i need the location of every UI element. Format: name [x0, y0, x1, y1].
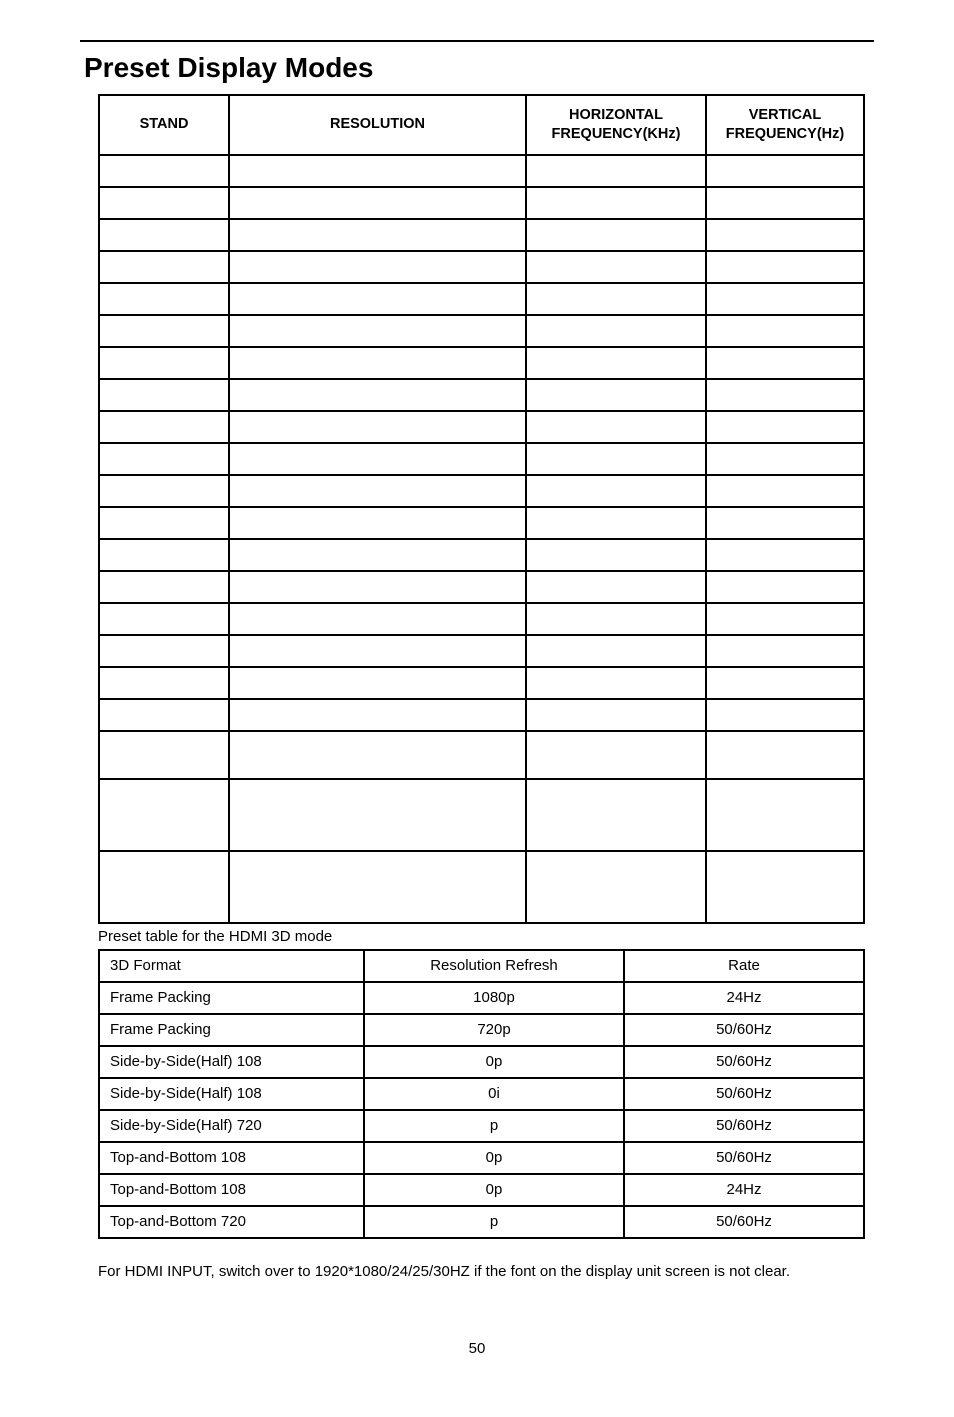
cell: 0p	[364, 1174, 624, 1206]
cell: Top-and-Bottom 720	[99, 1206, 364, 1238]
cell: 0p	[364, 1142, 624, 1174]
cell: 50/60Hz	[624, 1110, 864, 1142]
table-row	[99, 507, 864, 539]
table-row: Side-by-Side(Half) 108 0i 50/60Hz	[99, 1078, 864, 1110]
table-row	[99, 379, 864, 411]
cell: Top-and-Bottom 108	[99, 1174, 364, 1206]
cell: 50/60Hz	[624, 1046, 864, 1078]
th-stand: STAND	[99, 95, 229, 155]
cell: Side-by-Side(Half) 108	[99, 1046, 364, 1078]
table-row	[99, 851, 864, 923]
hdmi-note: For HDMI INPUT, switch over to 1920*1080…	[98, 1263, 874, 1280]
page-title: Preset Display Modes	[84, 52, 874, 84]
cell: Side-by-Side(Half) 108	[99, 1078, 364, 1110]
cell: 0i	[364, 1078, 624, 1110]
page-number: 50	[80, 1340, 874, 1357]
table-row	[99, 347, 864, 379]
table-row	[99, 283, 864, 315]
hdmi-3d-table: 3D Format Resolution Refresh Rate Frame …	[98, 949, 865, 1239]
cell: 0p	[364, 1046, 624, 1078]
table-row	[99, 731, 864, 779]
table-row	[99, 779, 864, 851]
cell: 50/60Hz	[624, 1014, 864, 1046]
cell: 720p	[364, 1014, 624, 1046]
cell: 50/60Hz	[624, 1206, 864, 1238]
table-row	[99, 315, 864, 347]
cell: Frame Packing	[99, 1014, 364, 1046]
table-row	[99, 443, 864, 475]
cell: 1080p	[364, 982, 624, 1014]
table-row	[99, 635, 864, 667]
table-row	[99, 667, 864, 699]
cell: Top-and-Bottom 108	[99, 1142, 364, 1174]
cell: Rate	[624, 950, 864, 982]
table-row: Frame Packing 1080p 24Hz	[99, 982, 864, 1014]
top-rule	[80, 40, 874, 42]
preset-modes-table: STAND RESOLUTION HORIZONTAL FREQUENCY(KH…	[98, 94, 865, 924]
table-row: Top-and-Bottom 108 0p 24Hz	[99, 1174, 864, 1206]
table-row	[99, 187, 864, 219]
cell: p	[364, 1206, 624, 1238]
table-row	[99, 219, 864, 251]
th-vfreq: VERTICAL FREQUENCY(Hz)	[706, 95, 864, 155]
th-resolution: RESOLUTION	[229, 95, 526, 155]
cell: 50/60Hz	[624, 1078, 864, 1110]
table-row: Side-by-Side(Half) 720 p 50/60Hz	[99, 1110, 864, 1142]
table-row	[99, 475, 864, 507]
table-row: Top-and-Bottom 720 p 50/60Hz	[99, 1206, 864, 1238]
table-row	[99, 603, 864, 635]
cell: Resolution Refresh	[364, 950, 624, 982]
table-row	[99, 571, 864, 603]
cell: 24Hz	[624, 1174, 864, 1206]
table-row	[99, 251, 864, 283]
table-row: Top-and-Bottom 108 0p 50/60Hz	[99, 1142, 864, 1174]
cell: 50/60Hz	[624, 1142, 864, 1174]
table-row: 3D Format Resolution Refresh Rate	[99, 950, 864, 982]
table-row: Frame Packing 720p 50/60Hz	[99, 1014, 864, 1046]
table-row	[99, 539, 864, 571]
cell: p	[364, 1110, 624, 1142]
cell: 3D Format	[99, 950, 364, 982]
table-row	[99, 699, 864, 731]
cell: 24Hz	[624, 982, 864, 1014]
table-row: Side-by-Side(Half) 108 0p 50/60Hz	[99, 1046, 864, 1078]
table-row	[99, 411, 864, 443]
cell: Side-by-Side(Half) 720	[99, 1110, 364, 1142]
cell: Frame Packing	[99, 982, 364, 1014]
hdmi-3d-caption: Preset table for the HDMI 3D mode	[98, 928, 874, 945]
table-row	[99, 155, 864, 187]
th-hfreq: HORIZONTAL FREQUENCY(KHz)	[526, 95, 706, 155]
